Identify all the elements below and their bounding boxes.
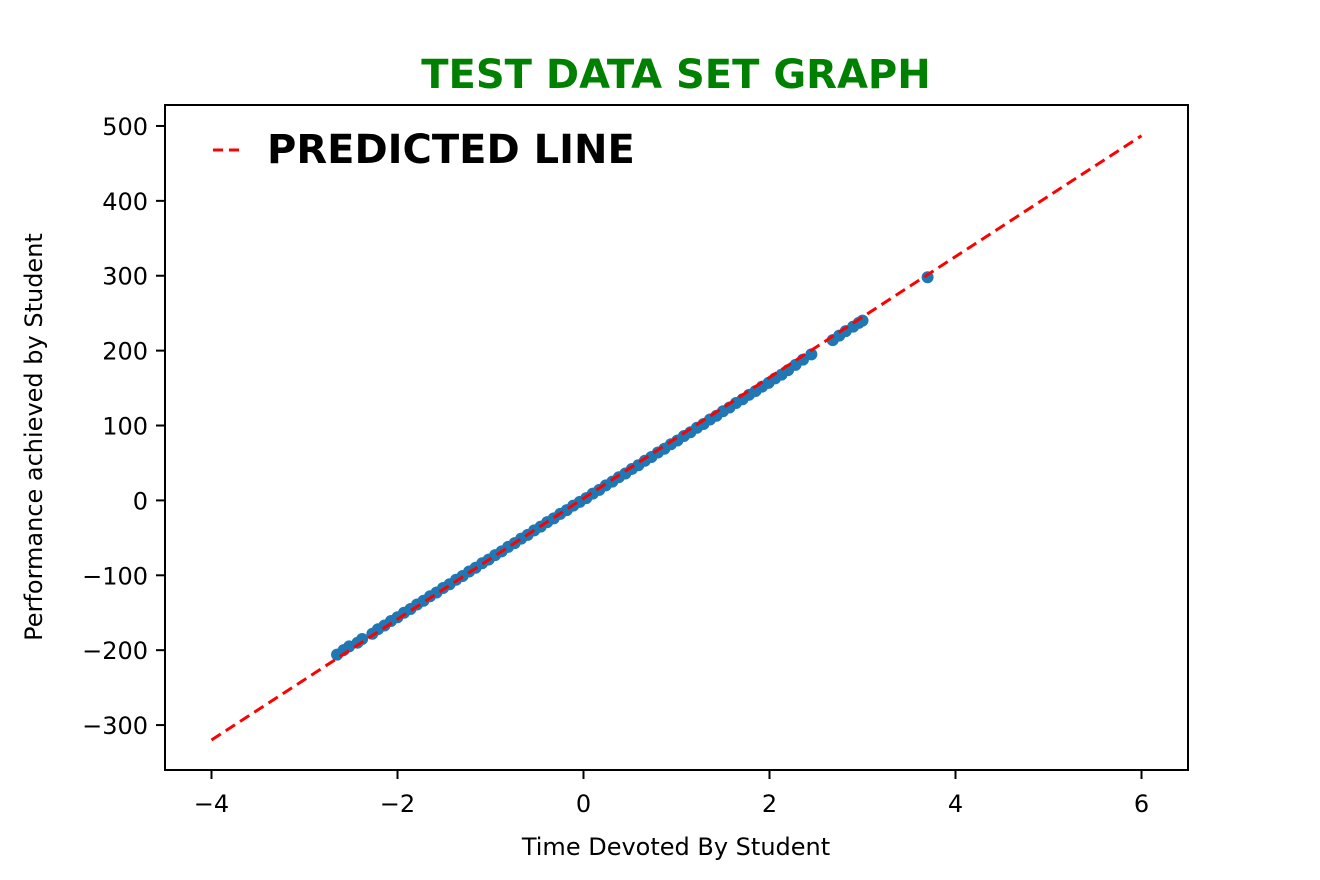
y-tick-label: 0 — [133, 487, 148, 515]
x-tick-label: −2 — [380, 790, 415, 818]
y-tick-label: −100 — [82, 562, 148, 590]
y-tick-label: 200 — [102, 338, 148, 366]
y-tick-label: 300 — [102, 263, 148, 291]
y-tick-label: −300 — [82, 712, 148, 740]
legend: PREDICTED LINE — [213, 127, 635, 173]
y-tick-label: 500 — [102, 113, 148, 141]
x-tick-label: 4 — [948, 790, 963, 818]
x-axis: −4 −2 0 2 4 6 — [194, 770, 1149, 818]
x-axis-title: Time Devoted By Student — [521, 833, 830, 861]
y-tick-label: 400 — [102, 188, 148, 216]
x-tick-label: 6 — [1134, 790, 1149, 818]
y-axis: −300 −200 −100 0 100 200 300 400 500 — [82, 113, 165, 740]
chart-title: TEST DATA SET GRAPH — [421, 52, 930, 98]
scatter-point — [356, 632, 369, 645]
x-tick-label: 2 — [762, 790, 777, 818]
x-tick-label: −4 — [194, 790, 229, 818]
x-tick-label: 0 — [576, 790, 591, 818]
plot-area — [210, 134, 1143, 742]
y-tick-label: −200 — [82, 637, 148, 665]
y-axis-title: Performance achieved by Student — [20, 233, 48, 641]
plot-frame — [164, 104, 1189, 771]
predicted-line — [210, 134, 1143, 742]
y-tick-label: 100 — [102, 413, 148, 441]
legend-label: PREDICTED LINE — [267, 127, 635, 173]
scatter-point — [805, 348, 818, 361]
